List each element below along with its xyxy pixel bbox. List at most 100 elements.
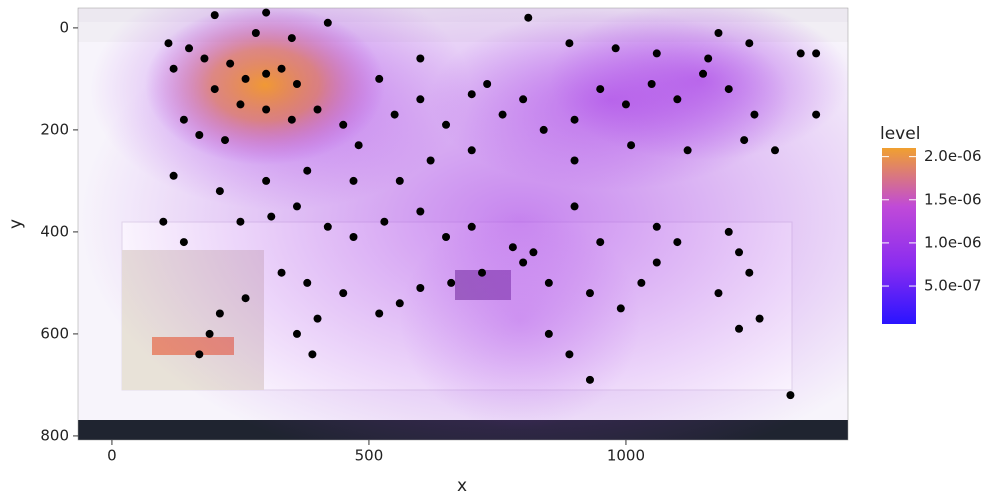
point: [468, 146, 476, 154]
x-tick-label: 1000: [607, 447, 645, 465]
point: [185, 44, 193, 52]
point: [653, 223, 661, 231]
point: [673, 95, 681, 103]
point: [427, 157, 435, 165]
point: [725, 85, 733, 93]
point: [375, 310, 383, 318]
point: [565, 350, 573, 358]
point: [648, 80, 656, 88]
point: [242, 294, 250, 302]
point: [483, 80, 491, 88]
x-tick-label: 0: [107, 447, 117, 465]
point: [673, 238, 681, 246]
point: [684, 146, 692, 154]
point: [529, 248, 537, 256]
point: [314, 315, 322, 323]
point: [267, 213, 275, 221]
point: [442, 121, 450, 129]
point: [499, 111, 507, 119]
x-tick-label: 500: [355, 447, 384, 465]
point: [324, 223, 332, 231]
point: [468, 90, 476, 98]
point: [226, 60, 234, 68]
point: [756, 315, 764, 323]
point: [540, 126, 548, 134]
point: [180, 116, 188, 124]
point: [653, 259, 661, 267]
point: [714, 29, 722, 37]
point: [416, 54, 424, 62]
point: [519, 95, 527, 103]
point: [355, 141, 363, 149]
point: [571, 202, 579, 210]
point: [545, 330, 553, 338]
point: [617, 304, 625, 312]
point: [565, 39, 573, 47]
point: [596, 238, 604, 246]
point: [468, 223, 476, 231]
point: [612, 44, 620, 52]
point: [571, 116, 579, 124]
point: [745, 269, 753, 277]
point: [442, 233, 450, 241]
point: [236, 100, 244, 108]
point: [180, 238, 188, 246]
point: [278, 269, 286, 277]
point: [303, 167, 311, 175]
point: [447, 279, 455, 287]
point: [262, 70, 270, 78]
point: [159, 218, 167, 226]
point: [586, 289, 594, 297]
point: [293, 80, 301, 88]
point: [478, 269, 486, 277]
point: [195, 350, 203, 358]
y-tick-label: 400: [40, 222, 69, 240]
point: [596, 85, 604, 93]
point: [339, 289, 347, 297]
point: [627, 141, 635, 149]
background: [78, 0, 960, 480]
point: [170, 65, 178, 73]
colorbar: [882, 148, 916, 324]
x-axis-title: x: [457, 476, 467, 496]
point: [524, 14, 532, 22]
point: [216, 310, 224, 318]
point: [750, 111, 758, 119]
point: [812, 111, 820, 119]
point: [293, 202, 301, 210]
colorbar-tick-label: 1.5e-06: [924, 190, 982, 208]
point: [740, 136, 748, 144]
colorbar-tick-label: 2.0e-06: [924, 147, 982, 165]
point: [745, 39, 753, 47]
point: [339, 121, 347, 129]
point: [200, 54, 208, 62]
point: [206, 330, 214, 338]
point: [571, 157, 579, 165]
point: [519, 259, 527, 267]
point: [416, 284, 424, 292]
chart: x y level 0500100002004006008005.0e-071.…: [0, 0, 990, 498]
point: [416, 208, 424, 216]
y-tick-label: 0: [59, 18, 69, 36]
point: [375, 75, 383, 83]
point: [170, 172, 178, 180]
point: [308, 350, 316, 358]
y-tick-label: 600: [40, 324, 69, 342]
point: [211, 11, 219, 19]
point: [704, 54, 712, 62]
point: [396, 299, 404, 307]
point: [262, 177, 270, 185]
point: [797, 49, 805, 57]
point: [278, 65, 286, 73]
point: [586, 376, 594, 384]
point: [396, 177, 404, 185]
point: [771, 146, 779, 154]
point: [545, 279, 553, 287]
point: [303, 279, 311, 287]
y-tick-label: 200: [40, 120, 69, 138]
legend-title: level: [880, 124, 920, 144]
point: [242, 75, 250, 83]
point: [262, 105, 270, 113]
point: [262, 9, 270, 17]
point: [314, 105, 322, 113]
